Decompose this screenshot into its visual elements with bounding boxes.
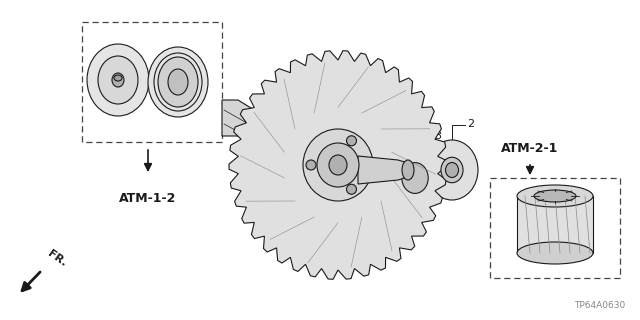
Ellipse shape [148,47,208,117]
Ellipse shape [98,56,138,104]
Ellipse shape [402,163,428,193]
Polygon shape [358,156,408,184]
Ellipse shape [402,160,414,180]
Ellipse shape [426,140,478,200]
Ellipse shape [87,44,149,116]
Ellipse shape [517,185,593,207]
Text: ATM-1-2: ATM-1-2 [119,192,177,205]
Ellipse shape [158,57,198,107]
Text: ATM-2-1: ATM-2-1 [501,142,559,155]
Bar [82,22,222,142]
Text: TP64A0630: TP64A0630 [573,301,625,310]
Circle shape [346,136,356,146]
Ellipse shape [329,155,347,175]
Ellipse shape [445,163,458,178]
Ellipse shape [168,69,188,95]
Bar [490,178,620,278]
Polygon shape [517,196,593,253]
Ellipse shape [517,242,593,264]
Circle shape [346,184,356,194]
Text: 3: 3 [434,131,441,141]
Ellipse shape [303,129,373,201]
Text: 1: 1 [357,65,364,75]
Ellipse shape [238,60,438,270]
Text: FR.: FR. [46,248,68,268]
Ellipse shape [391,150,439,206]
Ellipse shape [441,157,463,183]
Circle shape [306,160,316,170]
Text: 2: 2 [467,119,474,129]
Polygon shape [229,51,447,279]
Ellipse shape [112,73,124,87]
Ellipse shape [317,143,359,187]
Ellipse shape [114,75,122,81]
Ellipse shape [534,190,576,202]
Polygon shape [222,100,295,165]
